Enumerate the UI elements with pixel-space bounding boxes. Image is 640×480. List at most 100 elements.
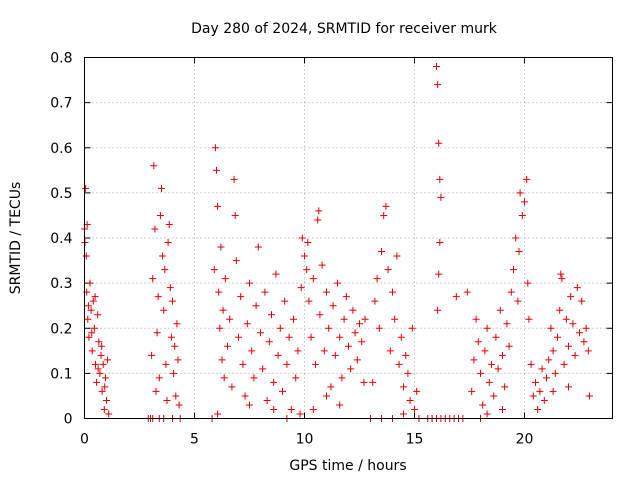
data-point — [261, 288, 269, 296]
data-point — [232, 257, 240, 265]
data-point — [378, 248, 385, 256]
data-point — [472, 315, 480, 323]
data-point — [268, 311, 275, 319]
data-point — [309, 405, 317, 413]
data-point — [351, 329, 359, 337]
data-point — [353, 356, 361, 364]
data-point — [485, 378, 493, 386]
data-point — [160, 306, 168, 314]
data-point — [246, 279, 253, 287]
data-point — [281, 297, 289, 305]
data-point — [549, 347, 557, 355]
data-point — [296, 410, 304, 418]
data-point — [565, 383, 572, 391]
data-point — [156, 211, 164, 219]
data-point — [505, 342, 513, 350]
data-point — [434, 306, 442, 314]
data-point — [304, 239, 312, 247]
data-point — [545, 356, 553, 364]
y-axis-label: SRMTID / TECUs — [8, 182, 24, 295]
data-point — [361, 315, 369, 323]
data-point — [483, 410, 491, 418]
data-point — [276, 324, 284, 332]
data-point — [551, 369, 559, 377]
data-point — [468, 387, 476, 395]
data-point — [316, 311, 324, 319]
grid — [84, 57, 613, 419]
data-point — [228, 383, 236, 391]
data-point — [393, 252, 401, 260]
data-point — [257, 329, 264, 337]
y-tick-label: 0.7 — [50, 96, 72, 112]
data-point — [318, 261, 326, 269]
data-point — [155, 374, 163, 382]
data-point — [474, 338, 482, 346]
data-point — [250, 374, 258, 382]
data-point — [167, 333, 175, 341]
data-point — [82, 252, 90, 260]
data-point — [94, 311, 102, 319]
data-point — [386, 347, 394, 355]
data-point — [170, 369, 178, 377]
data-point — [163, 396, 171, 404]
y-tick-label: 0.1 — [50, 366, 72, 382]
data-point — [524, 279, 532, 287]
data-point — [161, 266, 169, 274]
data-point — [488, 360, 495, 368]
data-point — [358, 338, 366, 346]
data-point — [226, 315, 234, 323]
data-point — [327, 383, 335, 391]
data-point — [164, 239, 172, 247]
data-point — [336, 333, 344, 341]
data-point — [315, 207, 323, 215]
data-point — [87, 306, 95, 314]
data-point — [270, 405, 278, 413]
data-point — [162, 360, 170, 368]
data-point — [483, 324, 491, 332]
data-point — [452, 293, 460, 301]
data-point — [554, 333, 561, 341]
data-point — [214, 202, 222, 210]
data-point — [272, 270, 280, 278]
data-point — [159, 252, 167, 260]
data-point — [538, 365, 546, 373]
data-point — [303, 266, 311, 274]
data-point — [532, 378, 539, 386]
y-tick-label: 0.5 — [50, 186, 72, 202]
data-point — [99, 360, 107, 368]
data-point — [557, 270, 565, 278]
data-point — [492, 333, 500, 341]
data-point — [217, 243, 225, 251]
data-point — [246, 401, 253, 409]
data-point — [373, 275, 381, 283]
data-point — [494, 365, 502, 373]
x-tick-label: 10 — [296, 432, 314, 448]
data-point — [499, 351, 506, 359]
data-points — [81, 63, 593, 422]
data-point — [527, 360, 535, 368]
y-tick-label: 0.4 — [50, 231, 72, 247]
data-point — [298, 234, 306, 242]
data-point — [549, 387, 557, 395]
x-axis-label: GPS time / hours — [289, 458, 406, 474]
data-point — [175, 401, 183, 409]
data-point — [515, 248, 523, 256]
data-point — [220, 374, 228, 382]
data-point — [510, 266, 517, 274]
data-point — [521, 198, 528, 206]
data-point — [349, 306, 357, 314]
data-point — [406, 396, 414, 404]
data-point — [371, 297, 379, 305]
data-point — [290, 315, 297, 323]
data-point — [149, 275, 157, 283]
data-point — [94, 365, 102, 373]
x-tick-label: 15 — [406, 432, 424, 448]
data-point — [584, 347, 592, 355]
chart-title: Day 280 of 2024, SRMTID for receiver mur… — [191, 21, 498, 37]
data-point — [86, 279, 94, 287]
data-point — [499, 405, 506, 413]
data-point — [98, 387, 106, 395]
data-point — [84, 315, 92, 323]
data-point — [165, 220, 173, 228]
data-point — [397, 333, 405, 341]
